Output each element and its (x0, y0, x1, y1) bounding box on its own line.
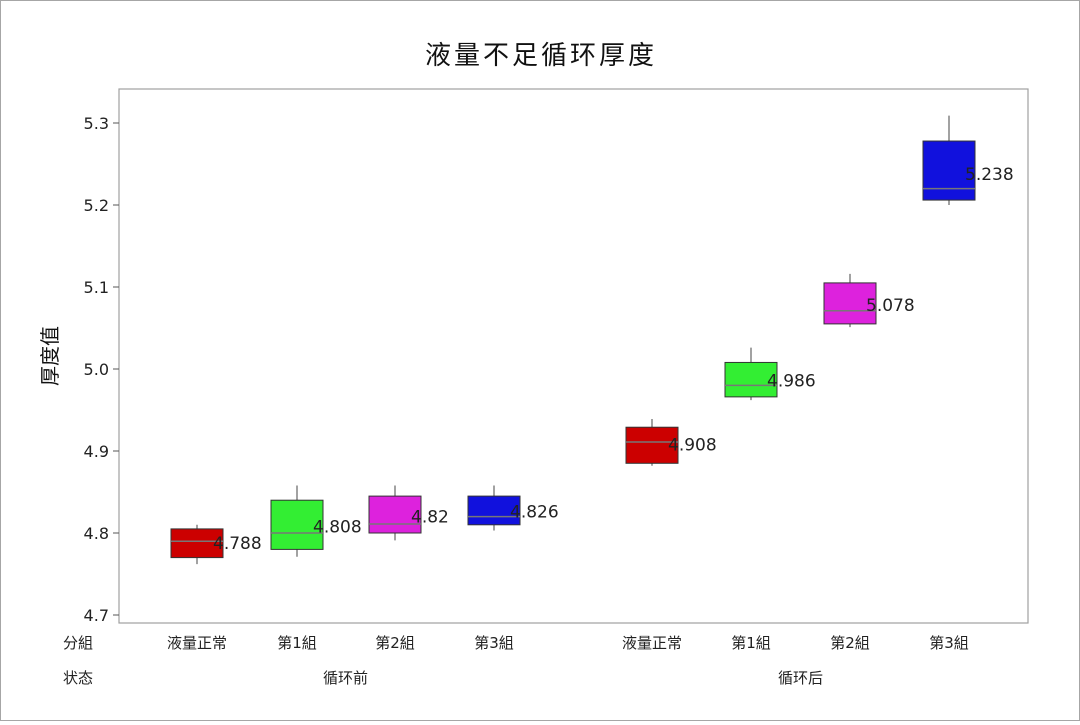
data-label: 5.078 (866, 296, 915, 316)
data-label: 4.908 (668, 435, 717, 455)
box-2 (368, 495, 422, 534)
box-0 (170, 528, 224, 559)
data-label: 4.808 (313, 517, 362, 537)
group-category-label: 第1組 (731, 634, 771, 652)
box-7 (922, 140, 976, 201)
group-category-label: 第1組 (277, 634, 317, 652)
group-category-label: 第2組 (830, 634, 870, 652)
group-category-label: 第3組 (474, 634, 514, 652)
box-3 (467, 495, 521, 526)
data-label: 4.986 (767, 371, 816, 391)
group-category-label: 第3組 (929, 634, 969, 652)
box-4 (625, 426, 679, 464)
group-category-label: 第2組 (375, 634, 415, 652)
y-tick-label: 4.7 (84, 606, 109, 625)
data-label: 4.82 (411, 508, 449, 528)
y-tick-label: 5.3 (84, 114, 109, 133)
y-tick-label: 5.2 (84, 196, 109, 215)
state-row-label: 状态 (63, 669, 93, 687)
y-axis-label: 厚度值 (38, 326, 62, 386)
box-6 (823, 282, 877, 325)
box-1 (270, 499, 324, 550)
y-tick-label: 4.9 (84, 442, 109, 461)
data-label: 4.826 (510, 503, 559, 523)
plot-area (118, 88, 1029, 624)
group-category-label: 液量正常 (622, 634, 682, 652)
group-row-label: 分組 (63, 634, 93, 652)
state-category-label: 循环前 (323, 669, 368, 687)
chart-title: 液量不足循环厚度 (425, 41, 657, 71)
group-category-label: 液量正常 (167, 634, 227, 652)
y-tick-label: 5.0 (84, 360, 109, 379)
y-tick-label: 5.1 (84, 278, 109, 297)
data-label: 4.788 (213, 534, 262, 554)
box-5 (724, 361, 778, 398)
state-category-label: 循环后 (778, 669, 823, 687)
y-tick-label: 4.8 (84, 524, 109, 543)
data-label: 5.238 (965, 165, 1014, 185)
